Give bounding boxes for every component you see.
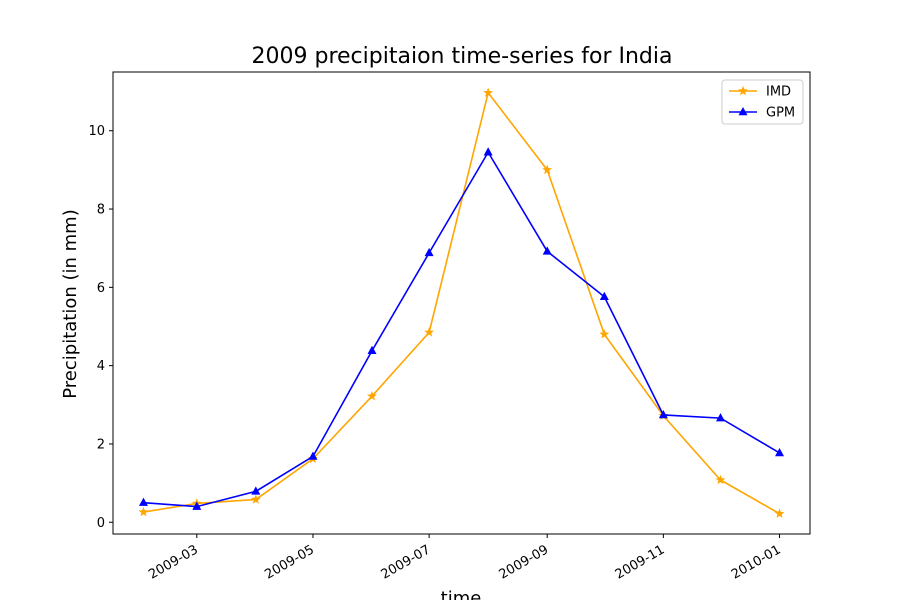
data-point-gpm xyxy=(424,247,434,257)
y-axis-label: Precipitation (in mm) xyxy=(60,209,81,398)
x-tick-label: 2009-05 xyxy=(262,542,317,582)
data-point-imd xyxy=(367,390,377,401)
data-point-gpm xyxy=(483,147,493,156)
data-point-gpm xyxy=(542,246,552,255)
x-tick-label: 2009-09 xyxy=(497,542,552,582)
data-point-gpm xyxy=(658,409,668,419)
y-tick-label: 0 xyxy=(97,516,105,531)
data-point-imd xyxy=(599,329,610,339)
x-tick-label: 2010-01 xyxy=(729,542,784,582)
x-axis-label: time xyxy=(441,588,482,600)
data-point-gpm xyxy=(192,501,202,510)
data-point-imd xyxy=(715,474,726,485)
data-point-imd xyxy=(774,508,785,518)
series-line-gpm xyxy=(143,150,780,508)
legend-marker-gpm xyxy=(738,107,748,116)
data-point-gpm xyxy=(251,486,261,495)
legend: IMD GPM xyxy=(721,79,804,125)
y-tick-label: 6 xyxy=(97,281,105,296)
data-point-gpm xyxy=(775,447,785,457)
data-point-gpm xyxy=(599,291,609,300)
data-point-imd xyxy=(138,506,149,517)
data-point-gpm xyxy=(138,497,148,506)
data-point-imd xyxy=(424,327,435,337)
legend-marker-imd xyxy=(738,85,748,96)
plot-frame xyxy=(112,71,811,535)
data-point-gpm xyxy=(367,345,377,355)
data-point-imd xyxy=(483,87,494,97)
chart-title: 2009 precipitaion time-series for India xyxy=(252,44,673,69)
series-line-imd xyxy=(143,90,780,515)
y-tick-label: 10 xyxy=(88,124,105,139)
data-point-imd xyxy=(250,494,261,504)
y-tick-label: 4 xyxy=(97,359,105,374)
data-point-gpm xyxy=(715,413,725,422)
legend-label-imd: IMD xyxy=(766,85,791,100)
y-tick-label: 2 xyxy=(97,437,105,452)
x-tick-label: 2009-07 xyxy=(379,542,434,582)
x-tick-label: 2009-03 xyxy=(146,542,201,582)
data-point-gpm xyxy=(308,451,318,460)
legend-label-gpm: GPM xyxy=(766,106,795,121)
x-tick-label: 2009-11 xyxy=(613,542,668,582)
y-tick-label: 8 xyxy=(97,203,105,218)
data-point-imd xyxy=(542,164,553,175)
